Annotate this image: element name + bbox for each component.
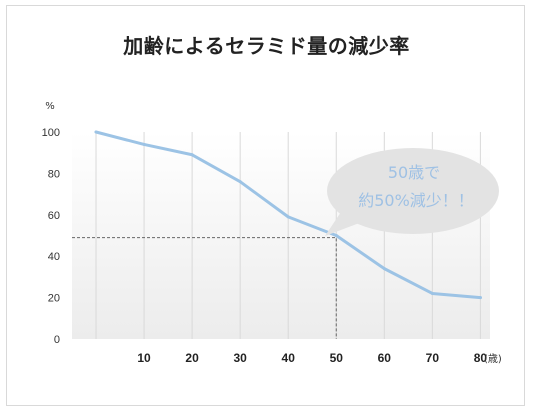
x-tick-label-2: 30 [233, 351, 247, 365]
y-axis-label: % [45, 101, 55, 112]
x-tick-label-5: 60 [378, 351, 392, 365]
y-axis-ticks: 0 20 40 60 80 100 [42, 127, 60, 346]
series-layer [94, 130, 482, 300]
y-tick-label-2: 40 [48, 251, 60, 263]
data-point-2 [190, 153, 194, 157]
bubble-tail [325, 206, 362, 236]
x-tick-label-0: 10 [137, 351, 151, 365]
y-tick-label-5: 100 [42, 127, 60, 139]
x-tick-label-3: 40 [282, 351, 296, 365]
reference-lines [72, 237, 337, 339]
y-tick-label-4: 80 [48, 168, 60, 180]
bubble-line-2: 約50%減少！！ [358, 191, 474, 210]
data-point-4 [286, 215, 290, 219]
bubble-line-1: 50歳で [388, 163, 440, 182]
x-axis-unit: (歳) [484, 353, 502, 365]
x-tick-label-7: 80 [474, 351, 488, 365]
reference-dashed-line [72, 237, 337, 339]
x-tick-label-6: 70 [426, 351, 440, 365]
data-point-7 [430, 291, 434, 295]
y-tick-label-1: 20 [48, 293, 60, 305]
data-point-3 [238, 180, 242, 184]
annotation-bubble: 50歳で 約50%減少！！ [325, 148, 499, 236]
chart-title: 加齢によるセラミド量の減少率 [123, 34, 410, 58]
bubble-shape [327, 148, 499, 234]
x-tick-label-1: 20 [185, 351, 199, 365]
x-axis-ticks: 10 20 30 40 50 60 70 80 [137, 351, 487, 365]
data-point-6 [382, 267, 386, 271]
data-point-0 [94, 130, 98, 134]
data-point-5 [334, 234, 338, 237]
y-tick-label-3: 60 [48, 210, 60, 222]
x-tick-label-4: 50 [330, 351, 344, 365]
data-point-8 [478, 296, 482, 300]
data-point-1 [142, 142, 146, 146]
y-tick-label-0: 0 [54, 334, 60, 346]
